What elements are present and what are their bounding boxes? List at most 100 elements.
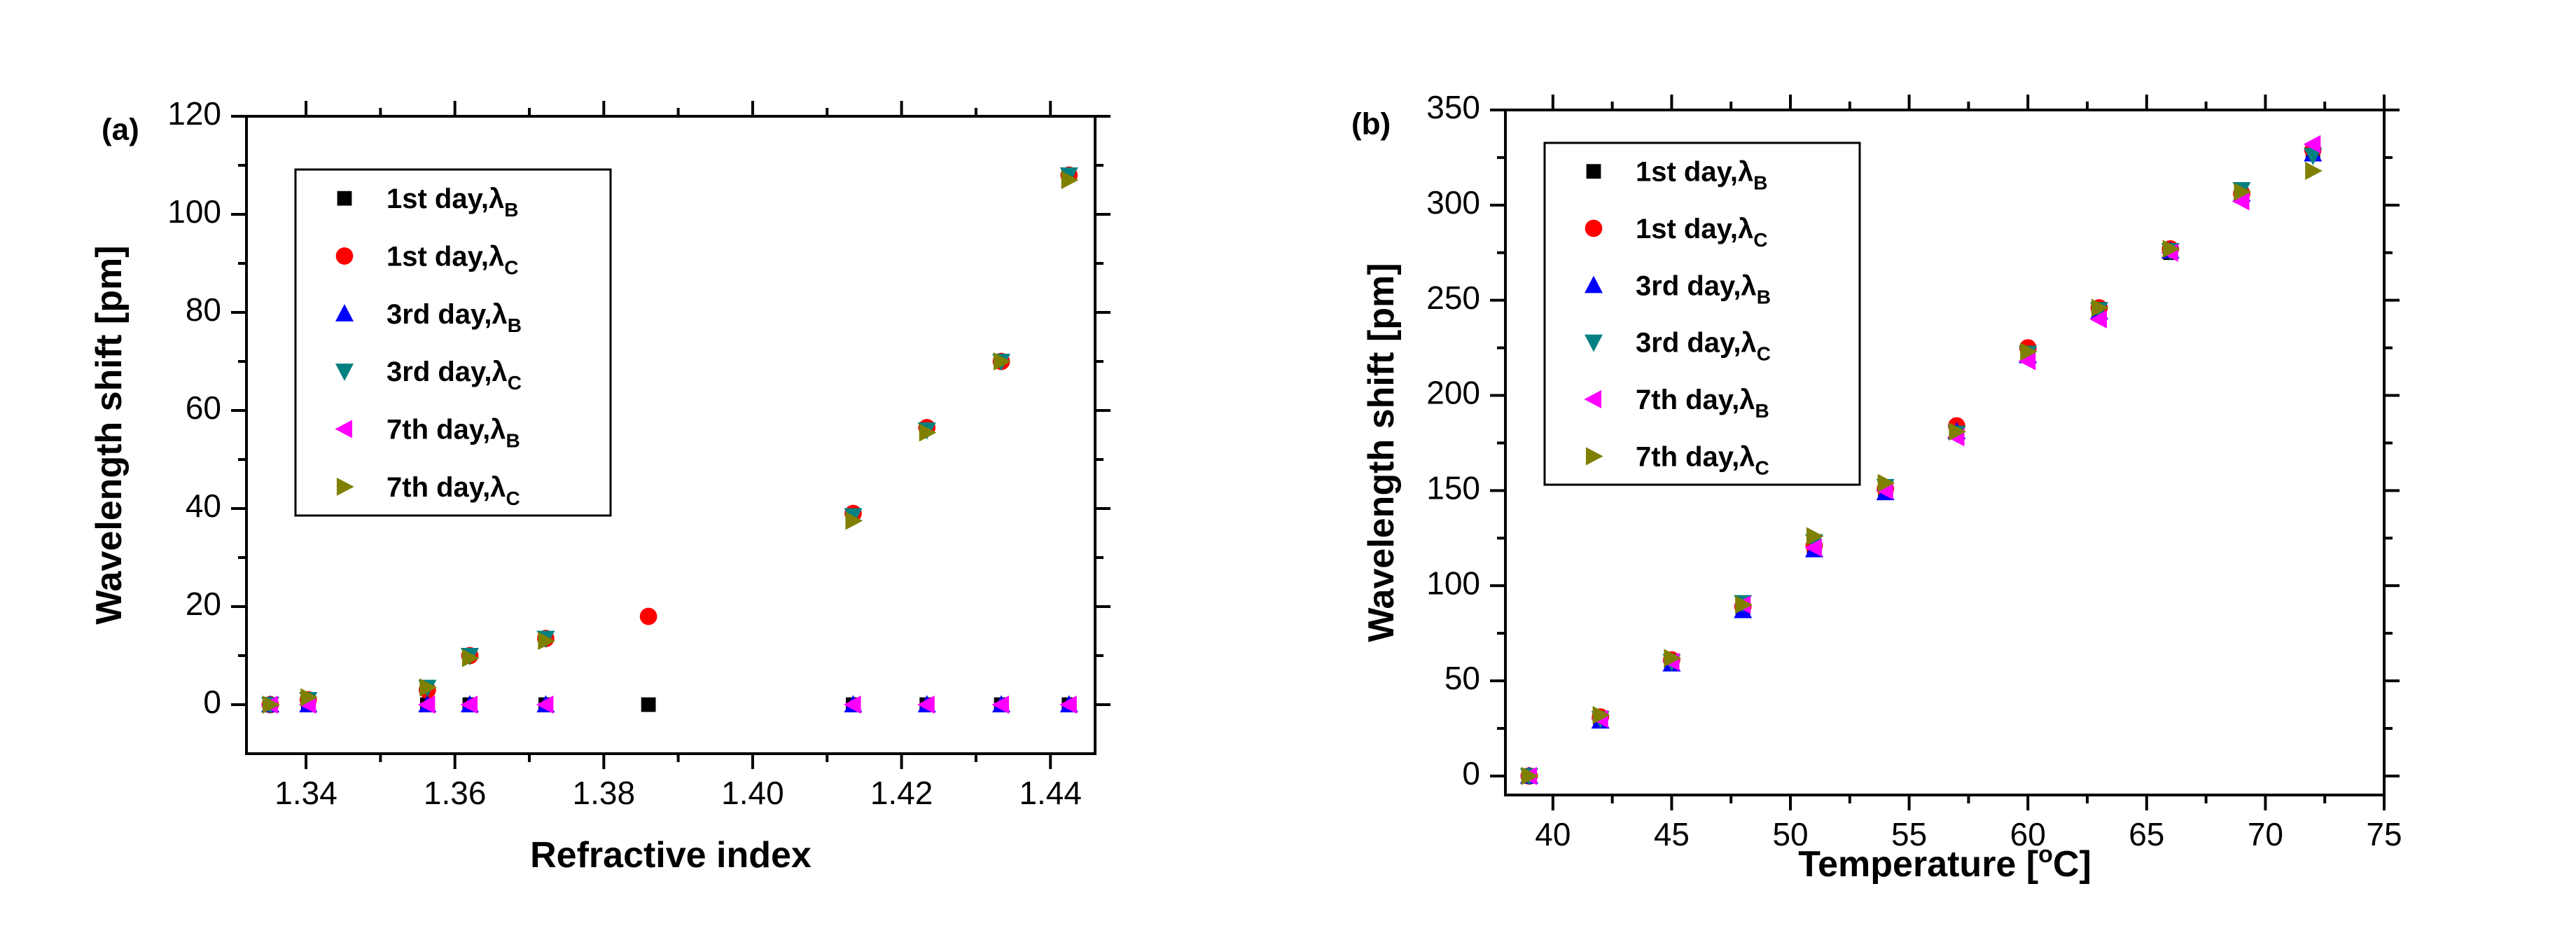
legend-marker — [1584, 390, 1602, 408]
legend-label-main: 3rd day,λ — [1636, 328, 1757, 359]
legend-box — [294, 168, 612, 517]
legend-label-subscript: C — [506, 488, 520, 509]
legend-marker — [337, 191, 352, 206]
x-tick-label: 40 — [1535, 816, 1571, 852]
data-point — [2232, 192, 2250, 211]
legend-label-main: 7th day,λ — [1636, 441, 1755, 472]
y-tick-label: 80 — [186, 291, 221, 328]
x-tick-label: 45 — [1654, 816, 1690, 852]
data-point — [843, 696, 861, 714]
legend-label-subscript: C — [508, 372, 522, 394]
legend-marker — [335, 364, 354, 381]
legend-label-subscript: B — [1753, 172, 1767, 194]
legend-label-main: 7th day,λ — [387, 415, 506, 445]
data-point — [1949, 422, 1967, 441]
legend-label: 1st day,λC — [1636, 214, 1767, 251]
data-point — [419, 678, 437, 697]
legend-marker — [335, 247, 354, 265]
data-point — [1521, 766, 1539, 785]
chart-panel-b: (b) 40 45 50 55 60 65 70 75 0 50 100 150 200 250 300 350… — [1351, 89, 2402, 885]
y-tick-label: 60 — [186, 389, 221, 426]
data-point — [536, 696, 554, 714]
data-point — [1806, 527, 1824, 546]
x-axis-title: Temperature [oC] — [1798, 841, 2091, 885]
data-point — [417, 696, 436, 714]
plot-frame — [245, 115, 1096, 755]
legend-marker — [1586, 164, 1601, 179]
y-tick-label: 50 — [1444, 660, 1480, 696]
data-point — [1804, 538, 1822, 557]
y-tick-label: 40 — [186, 488, 221, 524]
x-tick-label: 50 — [1772, 816, 1808, 852]
panel-label: (b) — [1351, 107, 1391, 141]
x-tick-label: 1.42 — [870, 775, 933, 811]
x-tick-label: 65 — [2129, 816, 2164, 852]
x-tick-label: 1.34 — [274, 775, 337, 811]
x-tick-label: 1.36 — [424, 775, 487, 811]
legend-label-subscript: C — [504, 257, 518, 279]
legend-label: 3rd day,λC — [1636, 328, 1771, 365]
y-tick-label: 250 — [1426, 279, 1480, 316]
y-tick-label: 20 — [186, 586, 221, 622]
legend-marker — [1585, 334, 1603, 352]
legend-label-main: 3rd day,λ — [387, 357, 508, 387]
legend-label-subscript: C — [1753, 229, 1767, 251]
legend-label: 7th day,λC — [387, 472, 520, 509]
data-point — [917, 696, 935, 714]
data-point — [262, 696, 280, 714]
legend-label-subscript: B — [504, 199, 518, 221]
data-point — [993, 352, 1011, 371]
legend-label-subscript: B — [506, 430, 520, 452]
data-point — [991, 696, 1010, 714]
y-tick-label: 150 — [1426, 469, 1480, 506]
x-tick-label: 1.44 — [1019, 775, 1082, 811]
y-tick-label: 0 — [203, 684, 221, 720]
x-axis-title: Refractive index — [530, 835, 812, 876]
data-point — [1061, 171, 1079, 189]
y-tick-label: 120 — [167, 95, 221, 132]
y-tick-label: 0 — [1462, 755, 1480, 792]
legend-label-main: 1st day,λ — [1636, 157, 1753, 188]
y-axis-title: Wavelength shift [pm] — [1361, 263, 1402, 642]
chart-panel-a: (a) 1.34 1.36 1.38 1.40 1.42 1.44 0 20 40 60 80 100 1… — [89, 95, 1111, 876]
x-axis-title-part: C] — [2053, 844, 2091, 885]
legend-label-subscript: C — [1757, 343, 1771, 365]
data-point — [538, 632, 556, 650]
data-point — [2089, 310, 2108, 329]
legend-label: 1st day,λB — [387, 184, 518, 221]
data-point — [845, 511, 863, 530]
plot-frame — [1504, 109, 2386, 796]
legend-label-main: 7th day,λ — [1636, 385, 1755, 415]
y-axis-title: Wavelength shift [pm] — [89, 245, 130, 624]
data-point — [1059, 696, 1077, 714]
y-tick-label: 350 — [1426, 89, 1480, 125]
legend-label: 3rd day,λB — [387, 299, 522, 336]
x-tick-label: 70 — [2248, 816, 2283, 852]
legend-label: 7th day,λB — [1636, 385, 1769, 422]
series-6 — [1521, 161, 2323, 785]
data-point — [2020, 343, 2038, 361]
x-tick-label: 55 — [1891, 816, 1927, 852]
legend-label-main: 3rd day,λ — [387, 299, 508, 330]
panel-label: (a) — [102, 113, 139, 147]
legend-box — [1543, 141, 1861, 486]
data-point — [461, 649, 480, 668]
data-point — [460, 696, 478, 714]
legend-marker — [1585, 275, 1603, 293]
data-point — [1877, 474, 1895, 492]
legend-label: 3rd day,λB — [1636, 270, 1771, 307]
y-tick-label: 100 — [167, 193, 221, 230]
data-point — [1664, 649, 1682, 668]
legend-label: 1st day,λB — [1636, 157, 1767, 194]
legend-marker — [1585, 219, 1603, 237]
x-axis-title-part: Temperature [ — [1798, 844, 2038, 885]
legend-label-main: 7th day,λ — [387, 472, 506, 503]
legend-marker — [336, 477, 354, 496]
data-point — [2234, 182, 2252, 201]
data-point — [2091, 298, 2109, 317]
data-point — [2304, 148, 2323, 165]
legend-label-main: 1st day,λ — [387, 184, 504, 214]
